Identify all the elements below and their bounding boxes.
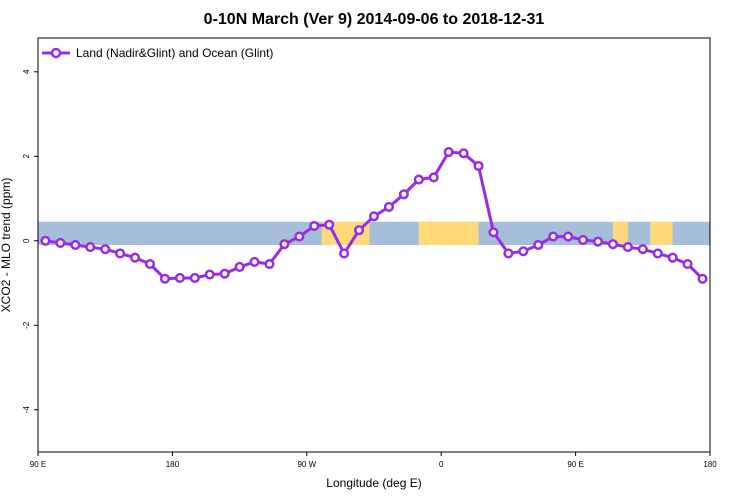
- y-tick-label: 4: [22, 69, 31, 74]
- data-point: [234, 261, 245, 273]
- land-ocean-band: [38, 221, 710, 245]
- y-tick-label: -4: [22, 406, 31, 414]
- data-point: [548, 231, 559, 242]
- x-tick-label: 90 E: [30, 460, 46, 469]
- land-segment: [612, 221, 628, 245]
- series-land-ocean: [40, 147, 708, 284]
- x-tick-label: 0: [439, 460, 444, 469]
- axis-ticks: 90 E 180 90 W 0 90 E 180 -4 -2 0 2 4: [22, 69, 717, 469]
- data-point: [40, 235, 51, 246]
- legend-marker: [50, 47, 62, 59]
- data-point: [324, 219, 335, 230]
- data-point: [130, 252, 141, 263]
- data-point: [607, 239, 618, 250]
- data-point: [667, 252, 678, 263]
- y-tick-label: -2: [22, 321, 31, 329]
- data-point: [488, 227, 499, 238]
- ocean-band: [38, 221, 710, 245]
- data-point: [637, 244, 648, 255]
- x-tick-label: 90 W: [297, 460, 316, 469]
- data-point: [443, 147, 454, 158]
- x-tick-label: 180: [166, 460, 180, 469]
- data-point: [115, 248, 126, 259]
- data-point: [159, 273, 170, 284]
- data-point: [219, 268, 230, 279]
- data-point: [354, 225, 365, 236]
- data-point: [189, 272, 200, 284]
- data-point: [264, 258, 275, 270]
- data-point: [294, 231, 305, 242]
- data-point: [309, 220, 320, 232]
- land-segment: [418, 221, 479, 245]
- chart-title: 0-10N March (Ver 9) 2014-09-06 to 2018-1…: [204, 11, 545, 28]
- data-point: [100, 244, 111, 255]
- data-point: [279, 239, 290, 250]
- data-point: [592, 236, 604, 247]
- data-point: [563, 231, 574, 242]
- data-point: [249, 256, 260, 267]
- plot-frame: [37, 37, 711, 453]
- y-tick-label: 0: [22, 238, 31, 243]
- data-point: [204, 269, 215, 280]
- data-point: [383, 201, 394, 213]
- data-point: [652, 248, 663, 259]
- data-point: [413, 174, 424, 185]
- data-point: [533, 239, 544, 251]
- data-point: [473, 160, 484, 172]
- land-segment: [650, 221, 673, 245]
- legend-label: Land (Nadir&Glint) and Ocean (Glint): [76, 46, 273, 60]
- data-point: [85, 242, 96, 253]
- legend: Land (Nadir&Glint) and Ocean (Glint): [42, 46, 273, 60]
- x-tick-label: 90 E: [567, 460, 583, 469]
- data-point: [697, 273, 708, 284]
- x-axis-label: Longitude (deg E): [326, 476, 421, 490]
- data-point: [70, 239, 81, 251]
- data-point: [174, 272, 185, 284]
- data-point: [458, 148, 469, 159]
- x-tick-label: 180: [703, 460, 717, 469]
- data-point: [55, 237, 66, 248]
- data-point: [398, 189, 409, 200]
- data-point: [503, 248, 514, 259]
- data-point: [339, 248, 350, 259]
- data-point: [368, 211, 380, 222]
- data-point: [144, 258, 156, 270]
- y-tick-label: 2: [22, 154, 31, 159]
- data-point: [428, 172, 439, 183]
- y-axis-label: XCO2 - MLO trend (ppm): [0, 178, 13, 313]
- data-point: [682, 258, 693, 270]
- data-point: [518, 246, 529, 257]
- data-point: [578, 234, 589, 245]
- data-point: [622, 242, 633, 253]
